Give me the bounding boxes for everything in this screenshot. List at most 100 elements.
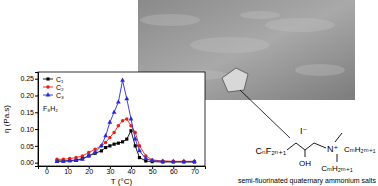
legend-marker: [46, 77, 49, 80]
bond: [314, 143, 326, 148]
data-point: [124, 96, 129, 100]
bond: [296, 143, 305, 150]
data-point: [160, 159, 165, 163]
x-tick: 0: [45, 166, 49, 175]
annotation: F₈H₂: [43, 105, 58, 112]
x-tick: 30: [106, 166, 114, 175]
data-point: [107, 120, 112, 124]
y-tick: 0.20: [20, 92, 38, 99]
y-tick-label: 0.25: [20, 75, 34, 82]
data-point: [171, 159, 176, 163]
x-tick-label: 40: [128, 168, 136, 175]
structure-label: semi-fluorinated quaternary ammonium sal…: [238, 177, 377, 185]
data-point: [112, 110, 117, 114]
data-point: [117, 124, 121, 128]
structure-label: I⁻: [300, 126, 308, 136]
photo-texture: [295, 64, 345, 76]
structure-label: CₘH₂ₘ₊₁: [344, 145, 376, 154]
y-tick-mark: [35, 96, 38, 97]
data-point: [104, 146, 107, 149]
plot-frame: [38, 72, 205, 166]
data-point: [117, 142, 120, 145]
data-point: [67, 158, 72, 162]
photo-texture: [190, 37, 270, 53]
data-point: [121, 140, 124, 143]
legend-entry: C₁: [43, 76, 64, 83]
data-point: [181, 159, 186, 163]
bond: [305, 150, 306, 157]
x-tick: 60: [170, 166, 178, 175]
data-point: [133, 136, 138, 140]
series-line: [57, 131, 194, 162]
data-point: [150, 158, 155, 162]
photo-crystal: [222, 68, 248, 92]
series-line: [57, 119, 194, 161]
data-point: [108, 136, 112, 140]
y-tick: 0.10: [20, 126, 38, 133]
data-point: [193, 160, 197, 164]
y-tick-mark: [35, 163, 38, 164]
data-point: [143, 156, 148, 160]
x-axis: 0 10 20 30 40 50 60 70: [39, 166, 206, 175]
y-axis: 0.000.050.100.150.200.25: [20, 73, 38, 167]
legend: C₁C₂C₃: [43, 76, 64, 99]
x-tick-label: 70: [191, 168, 199, 175]
data-point: [113, 143, 116, 146]
y-tick-mark: [35, 129, 38, 130]
y-tick: 0.15: [20, 109, 38, 116]
legend-marker: [46, 92, 51, 96]
structure-label: CₘH₂ₘ₊₁: [321, 164, 353, 173]
legend-label: C₃: [56, 92, 64, 99]
data-point: [129, 116, 134, 120]
data-point: [81, 157, 84, 160]
bond: [305, 143, 314, 150]
data-point: [138, 156, 141, 159]
data-point: [74, 158, 79, 162]
y-tick-label: 0.15: [20, 109, 34, 116]
y-tick-label: 0.10: [20, 126, 34, 133]
data-point: [120, 78, 125, 82]
data-point: [116, 99, 121, 103]
data-point: [192, 159, 197, 163]
data-point: [134, 144, 137, 147]
data-point: [108, 144, 111, 147]
data-point: [55, 159, 60, 163]
x-tick-label: 0: [45, 168, 49, 175]
structure-label: CₙF₂ₙ₊₁: [256, 146, 286, 156]
x-tick: 40: [128, 166, 136, 175]
data-point: [182, 160, 186, 164]
y-tick-mark: [35, 79, 38, 80]
photo-texture: [265, 18, 335, 32]
data-point: [129, 129, 132, 132]
photo-texture: [240, 11, 280, 19]
data-point: [112, 131, 116, 135]
bond: [337, 154, 338, 162]
chemical-structure: I⁻CₙF₂ₙ₊₁OHN⁺CₘH₂ₘ₊₁CₘH₂ₘ₊₁semi-fluorina…: [238, 126, 377, 185]
data-point: [100, 149, 103, 152]
y-tick-mark: [35, 146, 38, 147]
plot-marks: [55, 78, 197, 164]
structure-label: N⁺: [327, 144, 338, 154]
legend-label: C₁: [56, 76, 64, 83]
data-point: [104, 141, 108, 145]
data-point: [125, 138, 128, 141]
y-tick-mark: [35, 112, 38, 113]
data-point: [93, 150, 98, 154]
data-point: [100, 144, 104, 148]
plot-background: [38, 72, 205, 166]
series-line: [57, 80, 194, 161]
x-tick: 20: [85, 166, 93, 175]
x-tick: 50: [149, 166, 157, 175]
x-tick-label: 20: [85, 168, 93, 175]
data-point: [161, 159, 165, 163]
legend-label: C₂: [56, 84, 64, 91]
y-tick: 0.25: [20, 75, 38, 82]
data-point: [125, 117, 129, 121]
x-tick-label: 10: [64, 168, 72, 175]
data-point: [99, 143, 104, 147]
data-point: [86, 153, 91, 157]
y-tick: 0.00: [20, 159, 38, 166]
data-point: [61, 159, 66, 163]
data-point: [121, 119, 125, 123]
bond: [287, 143, 296, 150]
